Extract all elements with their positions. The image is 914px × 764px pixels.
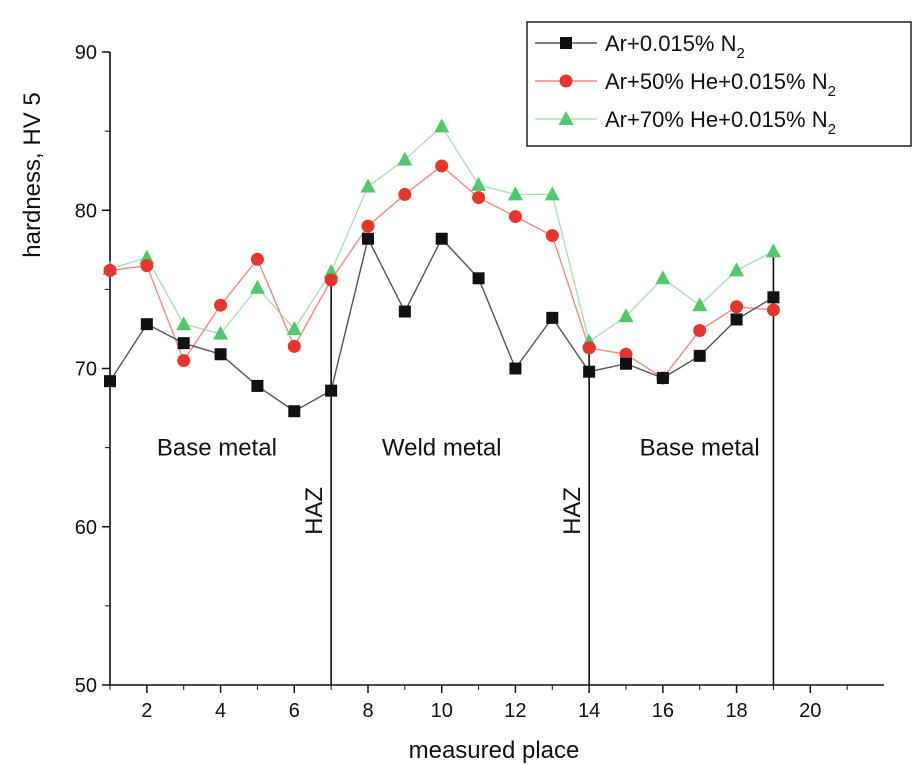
series-2-point — [361, 219, 375, 233]
x-tick-label: 2 — [141, 700, 152, 722]
series-2-point — [103, 263, 117, 277]
series-3-point — [176, 316, 192, 331]
series-2-point — [766, 303, 780, 317]
series-2-point — [730, 300, 744, 314]
series-3-point — [655, 270, 671, 285]
series-2-point — [140, 259, 154, 273]
series-2-point — [472, 191, 486, 205]
series-1-point — [730, 313, 743, 326]
annotation-haz-right: HAZ — [559, 487, 586, 535]
series-3-point — [249, 279, 265, 294]
series-1-point — [325, 384, 338, 397]
series-3-point — [507, 186, 523, 201]
series-2-point — [545, 229, 559, 243]
legend-marker-1 — [560, 37, 572, 49]
series-2-point — [619, 347, 633, 361]
y-tick-label: 80 — [75, 200, 97, 222]
legend-label-subscript: 2 — [736, 45, 744, 62]
annotation-base-left: Base metal — [157, 435, 277, 462]
series-1-point — [472, 272, 485, 285]
legend-label-2: Ar+50% He+0.015% N2 — [605, 69, 836, 100]
y-axis-title: hardness, HV 5 — [19, 92, 46, 257]
legend-label-main: Ar+0.015% N — [605, 31, 736, 56]
series-1-point — [546, 311, 559, 324]
series-3-point — [729, 262, 745, 277]
series-1-point — [620, 357, 632, 370]
series-3-point — [471, 176, 487, 191]
legend-label-3: Ar+70% He+0.015% N2 — [605, 107, 836, 138]
series-1-point — [362, 232, 374, 245]
annotation-haz-left: HAZ — [301, 487, 328, 535]
legend-label-main: Ar+70% He+0.015% N — [605, 107, 828, 132]
y-tick-label: 90 — [75, 42, 97, 64]
legend-label-main: Ar+50% He+0.015% N — [605, 69, 828, 94]
x-tick-label: 12 — [504, 700, 526, 722]
series-1-point — [104, 375, 116, 388]
x-tick-label: 14 — [578, 700, 600, 722]
series-2-point — [435, 159, 449, 173]
series-3-point — [286, 320, 302, 335]
series-3-point — [618, 308, 634, 323]
legend-label-1: Ar+0.015% N2 — [605, 31, 745, 62]
series-2-point — [177, 354, 191, 368]
series-3-point — [213, 325, 229, 340]
series-2-point — [398, 187, 412, 201]
x-tick-label: 16 — [652, 700, 674, 722]
series-2-point — [324, 273, 338, 287]
legend-marker-3 — [558, 111, 574, 125]
series-3-point — [139, 249, 155, 264]
x-tick-label: 18 — [725, 700, 747, 722]
series-3-point — [434, 118, 450, 133]
series-3-point — [692, 297, 708, 312]
x-tick-label: 20 — [799, 700, 821, 722]
x-tick-label: 4 — [215, 700, 226, 722]
series-2-point — [508, 210, 522, 224]
series-1-point — [767, 291, 780, 304]
x-tick-label: 6 — [289, 700, 300, 722]
annotation-base-right: Base metal — [640, 435, 760, 462]
series-3-point — [765, 243, 781, 258]
series-1-point — [177, 337, 190, 350]
plot-area: 50 60 70 80 90 2 4 6 8 10 12 14 16 18 20 Base metal Weld… — [75, 42, 884, 722]
series-2-point — [287, 339, 301, 353]
series-2-point — [582, 341, 596, 355]
series-3-point — [544, 186, 560, 201]
series-2-point — [693, 324, 707, 338]
series-1-point — [656, 371, 669, 384]
series-2-point — [214, 298, 228, 312]
series-1-point — [251, 379, 264, 392]
series-3-point — [323, 263, 339, 278]
series-2-point — [250, 252, 264, 266]
series-1-point — [398, 305, 411, 318]
series-1-point — [583, 365, 596, 378]
x-tick-label: 10 — [431, 700, 453, 722]
annotation-weld: Weld metal — [382, 435, 502, 462]
series-3-point — [360, 178, 376, 193]
series-line-1 — [109, 236, 774, 413]
x-axis-title: measured place — [409, 737, 580, 764]
series-1-point — [435, 232, 448, 245]
x-tick-label: 8 — [362, 700, 373, 722]
series-line-2 — [109, 165, 774, 379]
series-1-point — [214, 348, 227, 361]
series-1-point — [509, 362, 522, 375]
series-1-point — [140, 318, 153, 331]
legend-label-subscript: 2 — [828, 121, 836, 138]
series-1-point — [288, 405, 301, 418]
y-tick-label: 60 — [75, 517, 97, 539]
series-1-point — [693, 349, 706, 362]
legend-marker-2 — [559, 74, 573, 88]
legend-label-subscript: 2 — [828, 83, 836, 100]
y-tick-label: 50 — [75, 675, 97, 697]
y-tick-label: 70 — [75, 359, 97, 381]
series-3-point — [397, 151, 413, 166]
